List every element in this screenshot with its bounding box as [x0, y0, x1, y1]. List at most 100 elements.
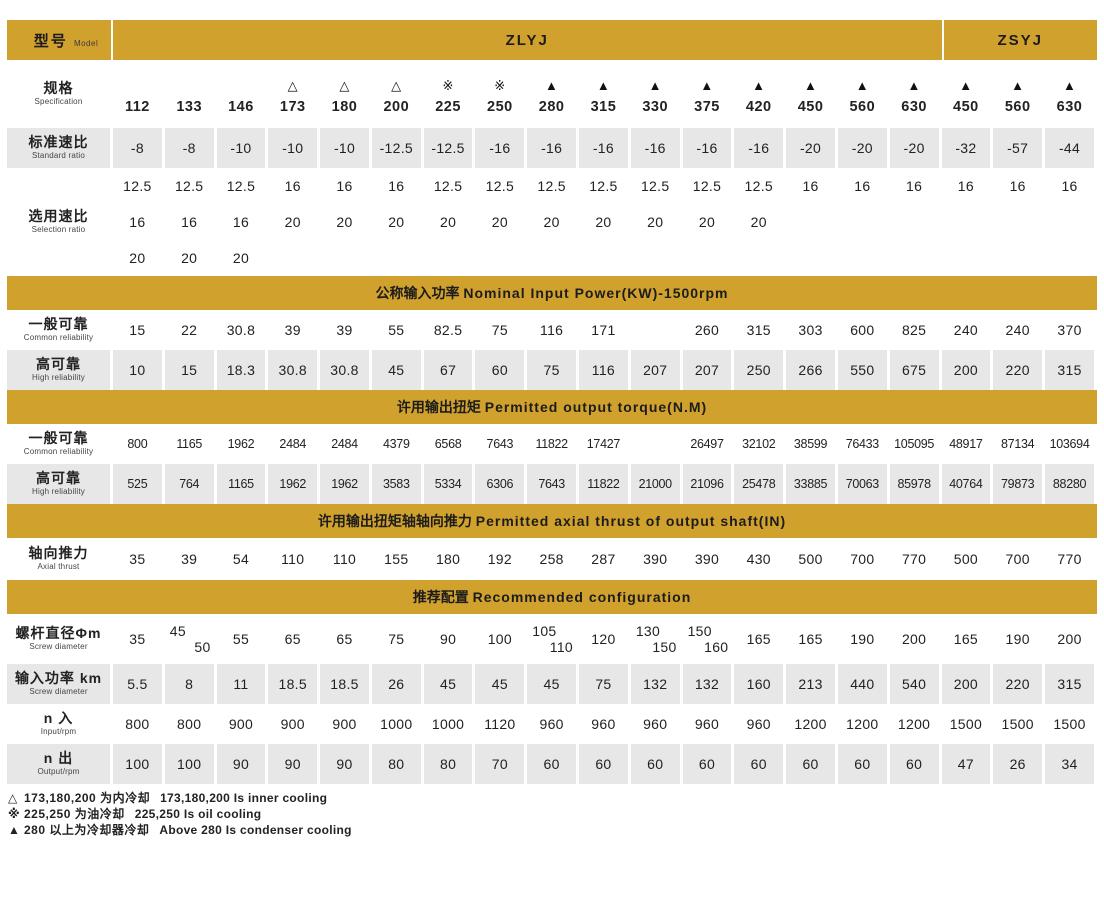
table-cell: -12.5 — [371, 128, 424, 168]
spec-size: 250 — [487, 99, 513, 115]
ratio-line: 20 — [750, 214, 767, 230]
table-cell: -20 — [837, 128, 890, 168]
table-cell: 1165 — [165, 424, 217, 464]
ratio-line: 20 — [232, 250, 250, 266]
table-cell: 825 — [890, 310, 942, 350]
row-label-zh: 螺杆直径Φm — [15, 625, 102, 642]
table-cell: 700 — [993, 538, 1046, 580]
section-title-en: Recommended configuration — [472, 589, 692, 605]
row-label-input-power-km: 输入功率 km Screw diameter — [7, 664, 113, 704]
table-cell: 18.5 — [320, 664, 372, 704]
footnote-text-en: 173,180,200 Is inner cooling — [160, 791, 328, 805]
ratio-line: 20 — [543, 214, 560, 230]
ratio-line: 16 — [232, 214, 250, 230]
table-cell: 770 — [1045, 538, 1097, 580]
ratio-line — [631, 240, 680, 276]
table-cell: 200 — [941, 350, 994, 390]
ratio-line — [527, 240, 576, 276]
table-cell: 75 — [527, 350, 580, 390]
table-cell: 26497 — [683, 424, 735, 464]
group-header-zsyj: ZSYJ — [941, 20, 1097, 60]
table-cell: 48917 — [942, 424, 994, 464]
table-cell: 1200 — [786, 704, 838, 744]
table-cell: 960 — [683, 704, 735, 744]
dual-value-bottom: 150 — [652, 639, 677, 655]
table-cell: 130 150 — [631, 614, 683, 664]
dual-value-top: 130 — [635, 622, 661, 639]
table-cell: 1500 — [942, 704, 994, 744]
table-cell: 90 — [424, 614, 476, 664]
table-cell: 18.5 — [268, 664, 321, 704]
table-cell: 675 — [889, 350, 942, 390]
table-cell: △ 180 — [320, 60, 372, 128]
ratio-line — [890, 204, 939, 240]
table-cell: 79873 — [993, 464, 1046, 504]
table-cell: 12.5 20 — [579, 168, 631, 276]
table-cell: 12.5 20 — [527, 168, 580, 276]
table-cell: 370 — [1045, 310, 1097, 350]
table-cell: 39 — [165, 538, 217, 580]
table-cell: 10 — [113, 350, 165, 390]
row-label-en: High reliability — [32, 372, 85, 382]
table-cell: 11822 — [527, 424, 580, 464]
dual-value-top: 150 — [687, 622, 712, 639]
group-header-zlyj: ZLYJ — [113, 20, 942, 60]
ratio-line: 16 — [1009, 178, 1026, 194]
table-cell: 87134 — [993, 424, 1046, 464]
table-cell: -10 — [268, 128, 321, 168]
spec-size: 450 — [797, 99, 824, 115]
table-cell: 38599 — [786, 424, 838, 464]
table-cell: 900 — [268, 704, 321, 744]
row-label-zh: n 出 — [43, 750, 74, 767]
table-cell: 500 — [942, 538, 994, 580]
table-cell: 960 — [527, 704, 580, 744]
table-cell: 45 — [527, 664, 580, 704]
table-cell: 213 — [786, 664, 838, 704]
table-cell: 155 — [372, 538, 424, 580]
table-cell: ▲ 280 — [527, 60, 580, 128]
triangle-filled-icon: ▲ — [855, 78, 869, 93]
table-cell — [631, 424, 683, 464]
table-cell: 60 — [889, 744, 942, 784]
ratio-line: 16 — [388, 178, 405, 194]
table-cell: 315 — [1045, 664, 1097, 704]
table-cell: 16 — [890, 168, 942, 276]
section-band-band-axial-thrust: 许用输出扭矩轴轴向推力 Permitted axial thrust of ou… — [7, 504, 1097, 538]
triangle-filled-icon: ▲ — [752, 78, 766, 93]
table-cell: 700 — [838, 538, 890, 580]
section-title-zh: 许用输出扭矩 — [396, 399, 481, 415]
table-cell: 390 — [631, 538, 683, 580]
table-cell: 7643 — [527, 464, 580, 504]
table-cell: 26 — [371, 664, 424, 704]
table-cell: 540 — [889, 664, 942, 704]
ratio-line — [320, 240, 369, 276]
dual-value-bottom: 50 — [194, 639, 211, 655]
table-cell: -10 — [216, 128, 269, 168]
dual-value-top: 45 — [169, 622, 186, 639]
row-label-zh: 高可靠 — [36, 470, 81, 487]
table-cell: 12.5 16 20 — [113, 168, 165, 276]
table-cell: 65 — [268, 614, 321, 664]
table-cell: ※ 250 — [475, 60, 528, 128]
ratio-line — [1045, 204, 1094, 240]
table-cell: 16 — [993, 168, 1046, 276]
table-cell: 105095 — [890, 424, 942, 464]
spec-size: 630 — [901, 99, 927, 115]
table-cell: 60 — [786, 744, 838, 784]
row-label-standard-ratio: 标准速比 Standard ratio — [7, 128, 113, 168]
table-cell: 15 — [164, 350, 217, 390]
row-label-en: Common reliability — [23, 446, 94, 456]
row-label-en: Input/rpm — [40, 726, 77, 736]
footnote-oil-cooling: ※ 225,250 为油冷却 225,250 Is oil cooling — [8, 806, 1104, 822]
table-cell: 287 — [579, 538, 631, 580]
ratio-line: 12.5 — [537, 178, 566, 194]
table-cell: 258 — [527, 538, 580, 580]
table-cell: 1120 — [475, 704, 528, 744]
ratio-line — [734, 240, 783, 276]
row-label-en: High reliability — [32, 486, 85, 496]
reference-mark-icon: ※ — [494, 78, 506, 93]
dual-value-top: 105 — [532, 622, 557, 639]
table-cell: 55 — [372, 310, 424, 350]
row-label-zh: 一般可靠 — [28, 430, 89, 447]
table-cell: 75 — [475, 310, 528, 350]
